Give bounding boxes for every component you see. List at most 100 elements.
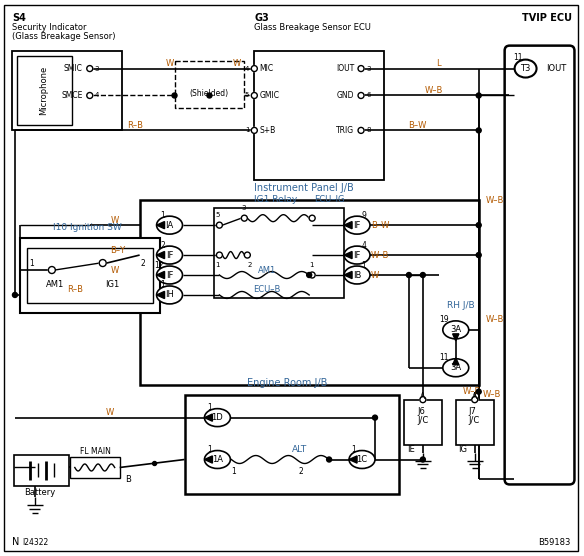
Circle shape — [358, 92, 364, 98]
Bar — [70, 456, 120, 479]
Polygon shape — [157, 221, 165, 229]
Ellipse shape — [344, 266, 370, 284]
Circle shape — [244, 252, 251, 258]
Polygon shape — [204, 456, 213, 463]
Ellipse shape — [204, 450, 230, 469]
Text: 19: 19 — [439, 315, 449, 324]
Text: IF: IF — [353, 221, 361, 230]
Circle shape — [472, 396, 478, 403]
Text: SMIC: SMIC — [64, 64, 83, 73]
Circle shape — [420, 272, 425, 277]
Text: T3: T3 — [520, 64, 531, 73]
Ellipse shape — [344, 246, 370, 264]
Circle shape — [373, 415, 377, 420]
Circle shape — [48, 266, 55, 274]
Text: FL MAIN: FL MAIN — [81, 447, 111, 456]
Polygon shape — [344, 251, 352, 259]
Text: 1C: 1C — [356, 455, 367, 464]
Circle shape — [251, 127, 258, 133]
Text: W–B: W–B — [425, 86, 443, 95]
Text: 4: 4 — [95, 92, 99, 98]
Text: J/C: J/C — [469, 416, 480, 425]
Text: IF: IF — [166, 271, 173, 280]
Text: B–Y: B–Y — [110, 246, 125, 255]
Text: R–B: R–B — [127, 121, 142, 130]
Text: AM1: AM1 — [46, 280, 64, 290]
Circle shape — [476, 128, 481, 133]
Ellipse shape — [515, 59, 537, 77]
Text: GND: GND — [336, 91, 354, 100]
Bar — [20, 238, 159, 313]
Text: ECU–IG: ECU–IG — [314, 195, 345, 204]
Text: J6: J6 — [417, 407, 425, 416]
Text: ECU–B: ECU–B — [253, 285, 281, 295]
Text: 3: 3 — [241, 205, 246, 211]
Bar — [175, 61, 244, 108]
Text: B59183: B59183 — [538, 538, 571, 547]
Text: 11: 11 — [439, 353, 449, 363]
Text: 4: 4 — [245, 66, 249, 72]
Text: IB: IB — [353, 271, 361, 280]
Text: W: W — [165, 59, 173, 68]
Text: 3A: 3A — [450, 363, 461, 373]
Circle shape — [87, 66, 93, 72]
Circle shape — [217, 252, 223, 258]
Circle shape — [476, 222, 481, 227]
Ellipse shape — [157, 216, 183, 234]
Text: W–B: W–B — [371, 251, 390, 260]
Bar — [12, 51, 121, 131]
Ellipse shape — [157, 246, 183, 264]
Text: A: A — [420, 392, 426, 401]
Text: AM1: AM1 — [258, 266, 276, 275]
Text: 1: 1 — [361, 261, 366, 270]
Bar — [185, 395, 399, 494]
Text: IG1 Relay: IG1 Relay — [254, 195, 298, 204]
Ellipse shape — [443, 359, 469, 377]
Text: IG: IG — [458, 445, 467, 454]
Bar — [404, 400, 442, 445]
Text: B–W: B–W — [408, 121, 426, 130]
Circle shape — [358, 127, 364, 133]
Text: 1: 1 — [231, 467, 236, 476]
Text: Instrument Panel J/B: Instrument Panel J/B — [254, 183, 354, 193]
Ellipse shape — [204, 409, 230, 426]
Bar — [214, 208, 344, 298]
Circle shape — [476, 93, 481, 98]
Text: TVIP ECU: TVIP ECU — [522, 13, 572, 23]
Bar — [27, 248, 152, 303]
Polygon shape — [453, 334, 459, 341]
Circle shape — [307, 272, 312, 277]
Text: W: W — [232, 59, 241, 68]
Text: N: N — [12, 537, 19, 547]
Text: ALT: ALT — [291, 445, 307, 454]
Ellipse shape — [157, 266, 183, 284]
Text: L: L — [436, 59, 441, 68]
Polygon shape — [204, 414, 213, 421]
Bar — [456, 400, 493, 445]
Text: GMIC: GMIC — [259, 91, 279, 100]
Text: W: W — [106, 408, 114, 417]
Circle shape — [251, 92, 258, 98]
Circle shape — [476, 389, 481, 394]
Polygon shape — [349, 456, 357, 463]
Circle shape — [99, 260, 106, 266]
Text: IA: IA — [165, 221, 173, 230]
Text: G3: G3 — [254, 13, 269, 23]
Bar — [17, 56, 72, 126]
Circle shape — [420, 396, 426, 403]
Text: Microphone: Microphone — [39, 66, 48, 115]
Circle shape — [217, 222, 223, 228]
Circle shape — [309, 272, 315, 278]
Text: IOUT: IOUT — [547, 64, 567, 73]
Text: 11: 11 — [513, 53, 522, 62]
Text: 1: 1 — [160, 211, 165, 220]
Text: IOUT: IOUT — [336, 64, 354, 73]
Text: W–B: W–B — [486, 196, 504, 205]
Circle shape — [406, 272, 411, 277]
Text: J/C: J/C — [417, 416, 428, 425]
Circle shape — [241, 215, 248, 221]
Text: 12: 12 — [154, 261, 164, 270]
Text: 3A: 3A — [450, 325, 461, 334]
Text: Engine Room J/B: Engine Room J/B — [247, 378, 328, 388]
Polygon shape — [344, 221, 352, 229]
